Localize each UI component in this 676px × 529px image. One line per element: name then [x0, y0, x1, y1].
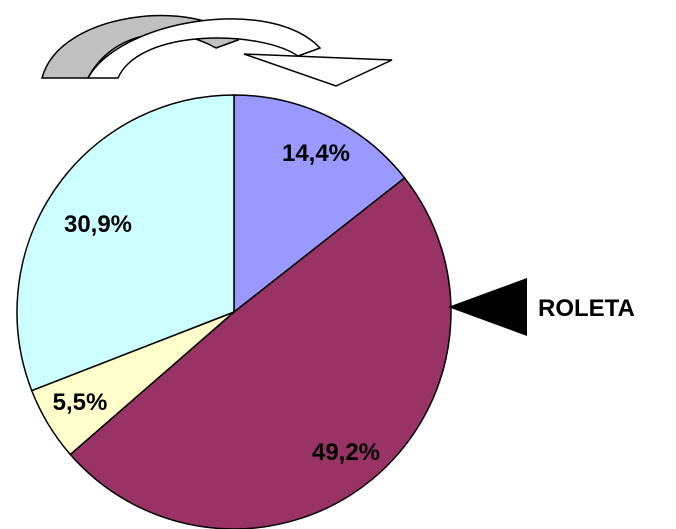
pie-slice-0	[233, 94, 406, 314]
rotation-arrow-head	[243, 53, 393, 87]
slice-label-49-2: 49,2%	[312, 439, 380, 466]
slice-label-30-9: 30,9%	[64, 211, 132, 238]
slice-label-5-5: 5,5%	[53, 389, 108, 416]
pointer-label: ROLETA	[538, 295, 635, 322]
rotation-arrow-front-band	[86, 18, 322, 79]
pie-slice-3	[16, 94, 235, 392]
pointer-arrow	[448, 278, 527, 336]
pie-slice-labels: 14,4% 49,2% 5,5% 30,9%	[53, 140, 380, 466]
rotation-arrow	[41, 14, 393, 87]
pie-slices	[16, 94, 452, 529]
slice-label-14-4: 14,4%	[282, 140, 350, 167]
pie-slice-1	[69, 176, 452, 529]
